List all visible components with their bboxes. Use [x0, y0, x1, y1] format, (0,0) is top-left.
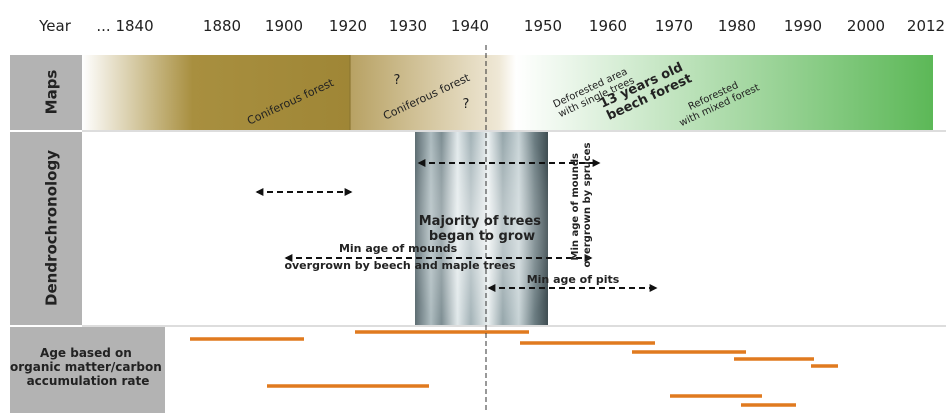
- dendro-annotation: Min age of pits: [527, 273, 620, 286]
- map-annotation: ?: [394, 73, 401, 88]
- row-label: Age based on organic matter/carbon accum…: [10, 346, 166, 388]
- year-label: 1920: [329, 17, 367, 35]
- year-label: 1950: [524, 17, 562, 35]
- dendro-annotation: Min age of mounds overgrown by spruces: [570, 143, 593, 268]
- row-label-line: organic matter/carbon: [10, 360, 162, 374]
- year-label: 2000: [847, 17, 885, 35]
- year-label: 2012: [907, 17, 945, 35]
- row-label-line: accumulation rate: [27, 374, 150, 388]
- year-label: 1990: [784, 17, 822, 35]
- row-label-box: [10, 55, 82, 130]
- annotation-line: Min age of mounds: [570, 153, 581, 261]
- annotation-line: overgrown by beech and maple trees: [284, 259, 516, 272]
- row-label-line: Age based on: [40, 346, 132, 360]
- row-label-box: [10, 132, 82, 325]
- year-label: 1940: [451, 17, 489, 35]
- age-bars: [190, 330, 838, 407]
- row-label: Dendrochronology: [43, 150, 61, 306]
- year-label: 1930: [389, 17, 427, 35]
- row-label-box: [10, 327, 165, 413]
- year-label: Year: [38, 17, 72, 35]
- map-annotation: ?: [463, 97, 470, 112]
- annotation-line: Min age of mounds: [339, 242, 458, 255]
- year-label: 1980: [718, 17, 756, 35]
- year-label: 1960: [589, 17, 627, 35]
- year-label: 1880: [203, 17, 241, 35]
- dendro-annotation: Majority of trees began to grow: [419, 214, 545, 244]
- dendro-annotation: Min age of mounds overgrown by beech and…: [284, 242, 516, 272]
- year-axis: ... 1840 1880 1900 1920 1930 1940 1950 1960 1970…: [96, 17, 945, 35]
- year-label: 1900: [265, 17, 303, 35]
- maps-band: [82, 55, 933, 130]
- annotation-line: Majority of trees: [419, 214, 542, 229]
- year-label: ... 1840: [96, 17, 153, 35]
- year-label: 1970: [655, 17, 693, 35]
- row-label: Maps: [43, 70, 61, 115]
- annotation-line: began to grow: [429, 229, 535, 244]
- annotation-line: overgrown by spruces: [582, 143, 593, 268]
